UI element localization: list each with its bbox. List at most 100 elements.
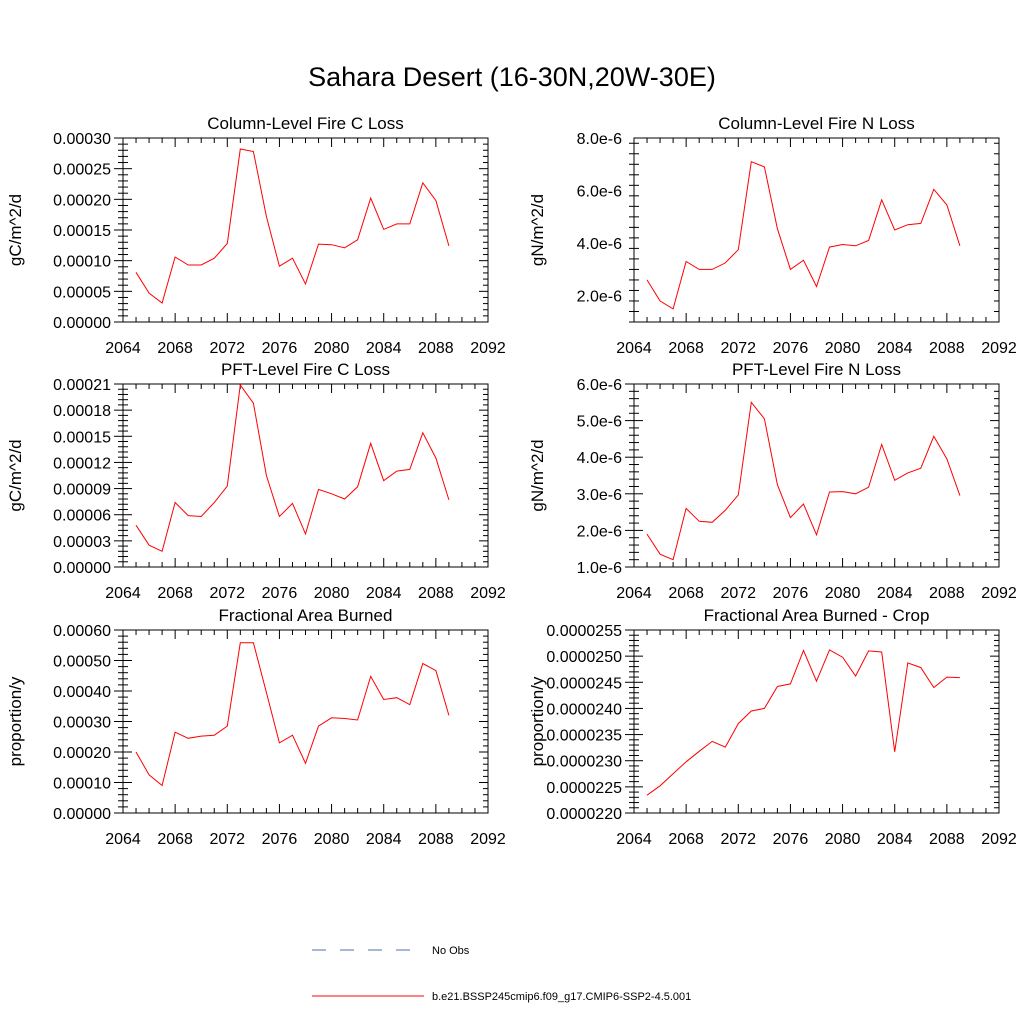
x-tick-label: 2088: [418, 585, 454, 602]
x-tick-label: 2084: [366, 340, 402, 357]
series-line: [135, 642, 450, 787]
y-tick-label: 2.0e-6: [577, 289, 622, 306]
y-tick-label: 0.0000230: [546, 754, 622, 771]
y-tick-label: 0.0000240: [546, 701, 622, 718]
y-tick-label: 0.00030: [53, 131, 111, 148]
y-tick-label: 3.0e-6: [577, 487, 622, 504]
x-tick-label: 2088: [418, 340, 454, 357]
series-line: [135, 383, 450, 553]
legend-label-no-obs: No Obs: [432, 945, 470, 957]
x-tick-label: 2080: [314, 831, 350, 848]
x-tick-label: 2072: [720, 831, 756, 848]
x-tick-label: 2076: [262, 831, 298, 848]
y-tick-label: 0.00012: [53, 455, 111, 472]
y-tick-label: 0.00030: [53, 715, 111, 732]
x-tick-label: 2068: [157, 831, 193, 848]
y-tick-label: 4.0e-6: [577, 236, 622, 253]
plot-frame: [633, 383, 1000, 568]
y-tick-label: 0.00000: [53, 806, 111, 823]
x-tick-label: 2068: [668, 831, 704, 848]
x-tick-label: 2072: [720, 340, 756, 357]
x-tick-label: 2088: [418, 831, 454, 848]
x-tick-label: 2072: [720, 585, 756, 602]
series-line: [646, 649, 960, 796]
y-axis-label: gC/m^2/d: [6, 439, 25, 511]
series-line: [646, 161, 961, 310]
y-tick-label: 2.0e-6: [577, 523, 622, 540]
x-tick-label: 2080: [825, 831, 861, 848]
x-tick-label: 2080: [314, 585, 350, 602]
y-tick-label: 1.0e-6: [577, 560, 622, 577]
panel-title: PFT-Level Fire C Loss: [221, 360, 390, 379]
x-tick-label: 2092: [981, 831, 1017, 848]
series-line: [646, 401, 961, 561]
panel-title: Fractional Area Burned: [219, 606, 393, 625]
x-tick-label: 2076: [262, 340, 298, 357]
y-tick-label: 4.0e-6: [577, 450, 622, 467]
y-tick-label: 0.00020: [53, 745, 111, 762]
plot-frame: [633, 629, 1000, 814]
y-tick-label: 0.00018: [53, 403, 111, 420]
legend-label-run: b.e21.BSSP245cmip6.f09_g17.CMIP6-SSP2-4.…: [432, 991, 691, 1003]
y-tick-label: 0.00060: [53, 623, 111, 640]
x-tick-label: 2088: [929, 831, 965, 848]
y-tick-label: 0.0000235: [546, 728, 622, 745]
x-tick-label: 2072: [209, 340, 245, 357]
x-tick-label: 2064: [616, 340, 652, 357]
x-tick-label: 2084: [366, 585, 402, 602]
x-tick-label: 2072: [209, 831, 245, 848]
y-axis-label: proportion/y: [6, 676, 25, 766]
x-tick-label: 2080: [825, 340, 861, 357]
x-tick-label: 2084: [877, 585, 913, 602]
panel-title: Fractional Area Burned - Crop: [704, 606, 930, 625]
x-tick-label: 2064: [616, 831, 652, 848]
y-tick-label: 0.00005: [53, 284, 111, 301]
x-tick-label: 2088: [929, 585, 965, 602]
x-tick-label: 2092: [470, 340, 506, 357]
x-tick-label: 2092: [470, 585, 506, 602]
x-tick-label: 2084: [877, 340, 913, 357]
y-tick-label: 0.00009: [53, 482, 111, 499]
y-tick-label: 0.00020: [53, 192, 111, 209]
y-tick-label: 0.0000220: [546, 806, 622, 823]
x-tick-label: 2064: [105, 585, 141, 602]
x-tick-label: 2076: [773, 585, 809, 602]
y-tick-label: 0.0000250: [546, 649, 622, 666]
x-tick-label: 2084: [366, 831, 402, 848]
y-tick-label: 0.00040: [53, 684, 111, 701]
y-axis-label: gC/m^2/d: [6, 194, 25, 266]
y-axis-label: proportion/y: [528, 676, 547, 766]
y-tick-label: 0.00025: [53, 162, 111, 179]
x-tick-label: 2092: [470, 831, 506, 848]
y-tick-label: 0.00003: [53, 534, 111, 551]
y-tick-label: 0.0000255: [546, 623, 622, 640]
series-line: [135, 148, 450, 304]
x-tick-label: 2080: [825, 585, 861, 602]
x-tick-label: 2088: [929, 340, 965, 357]
x-tick-label: 2080: [314, 340, 350, 357]
y-tick-label: 0.00050: [53, 654, 111, 671]
x-tick-label: 2068: [157, 340, 193, 357]
x-tick-label: 2072: [209, 585, 245, 602]
y-tick-label: 6.0e-6: [577, 184, 622, 201]
y-axis-label: gN/m^2/d: [528, 194, 547, 266]
y-tick-label: 0.00000: [53, 315, 111, 332]
x-tick-label: 2084: [877, 831, 913, 848]
plot-frame: [122, 137, 489, 323]
y-tick-label: 0.0000225: [546, 780, 622, 797]
panel-title: Column-Level Fire C Loss: [207, 114, 404, 133]
y-tick-label: 0.00015: [53, 223, 111, 240]
x-tick-label: 2092: [981, 340, 1017, 357]
y-axis-label: gN/m^2/d: [528, 439, 547, 511]
y-tick-label: 0.00021: [53, 377, 111, 394]
y-tick-label: 6.0e-6: [577, 377, 622, 394]
y-tick-label: 0.00006: [53, 508, 111, 525]
x-tick-label: 2064: [105, 340, 141, 357]
y-tick-label: 0.0000245: [546, 675, 622, 692]
x-tick-label: 2064: [105, 831, 141, 848]
y-tick-label: 0.00010: [53, 254, 111, 271]
x-tick-label: 2092: [981, 585, 1017, 602]
x-tick-label: 2076: [773, 340, 809, 357]
